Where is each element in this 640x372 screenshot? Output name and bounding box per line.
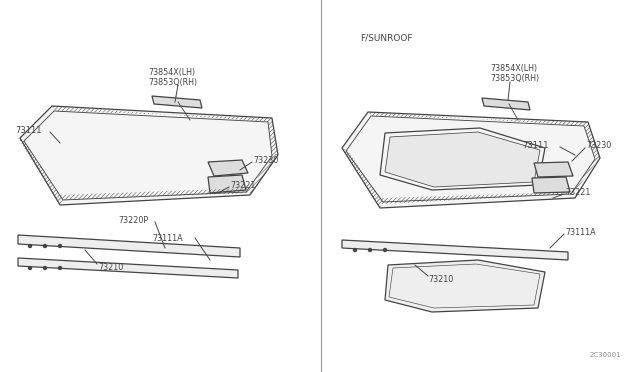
Polygon shape	[152, 96, 202, 108]
Polygon shape	[18, 235, 240, 257]
Circle shape	[353, 248, 356, 251]
Polygon shape	[532, 177, 570, 193]
Polygon shape	[380, 128, 545, 190]
Circle shape	[29, 244, 31, 247]
Circle shape	[29, 266, 31, 269]
Text: 73210: 73210	[428, 276, 453, 285]
Circle shape	[369, 248, 371, 251]
Polygon shape	[342, 240, 568, 260]
Polygon shape	[342, 112, 600, 208]
Polygon shape	[385, 132, 540, 187]
Text: 73111: 73111	[522, 141, 548, 150]
Polygon shape	[208, 175, 246, 193]
Text: 73230: 73230	[586, 141, 611, 150]
Circle shape	[58, 244, 61, 247]
Text: 73854X(LH): 73854X(LH)	[148, 67, 195, 77]
Text: 73853Q(RH): 73853Q(RH)	[490, 74, 539, 83]
Text: 73220P: 73220P	[118, 215, 148, 224]
Text: 73111: 73111	[15, 125, 42, 135]
Text: 73210: 73210	[98, 263, 124, 273]
Polygon shape	[20, 106, 278, 205]
Text: 73221: 73221	[565, 187, 590, 196]
Text: 73230: 73230	[253, 155, 278, 164]
Circle shape	[44, 244, 47, 247]
Text: 73854X(LH): 73854X(LH)	[490, 64, 537, 73]
Circle shape	[44, 266, 47, 269]
Text: F/SUNROOF: F/SUNROOF	[360, 33, 412, 42]
Text: 73111A: 73111A	[565, 228, 596, 237]
Text: 73853Q(RH): 73853Q(RH)	[148, 77, 197, 87]
Polygon shape	[534, 162, 573, 177]
Polygon shape	[482, 98, 530, 110]
Circle shape	[383, 248, 387, 251]
Polygon shape	[18, 258, 238, 278]
Circle shape	[58, 266, 61, 269]
Text: 73111A: 73111A	[152, 234, 182, 243]
Polygon shape	[385, 260, 545, 312]
Text: 73221: 73221	[230, 180, 255, 189]
Text: 2C30001: 2C30001	[589, 352, 621, 358]
Polygon shape	[208, 160, 248, 176]
